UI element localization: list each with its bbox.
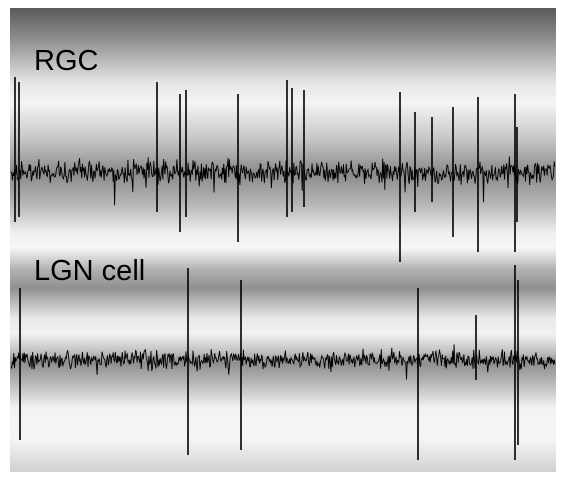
noise-trace xyxy=(10,156,556,206)
panel-label: RGC xyxy=(34,45,98,77)
traces xyxy=(10,77,556,460)
panel-label: LGN cell xyxy=(34,255,145,287)
noise-trace xyxy=(10,344,556,380)
figure-background xyxy=(10,8,556,472)
